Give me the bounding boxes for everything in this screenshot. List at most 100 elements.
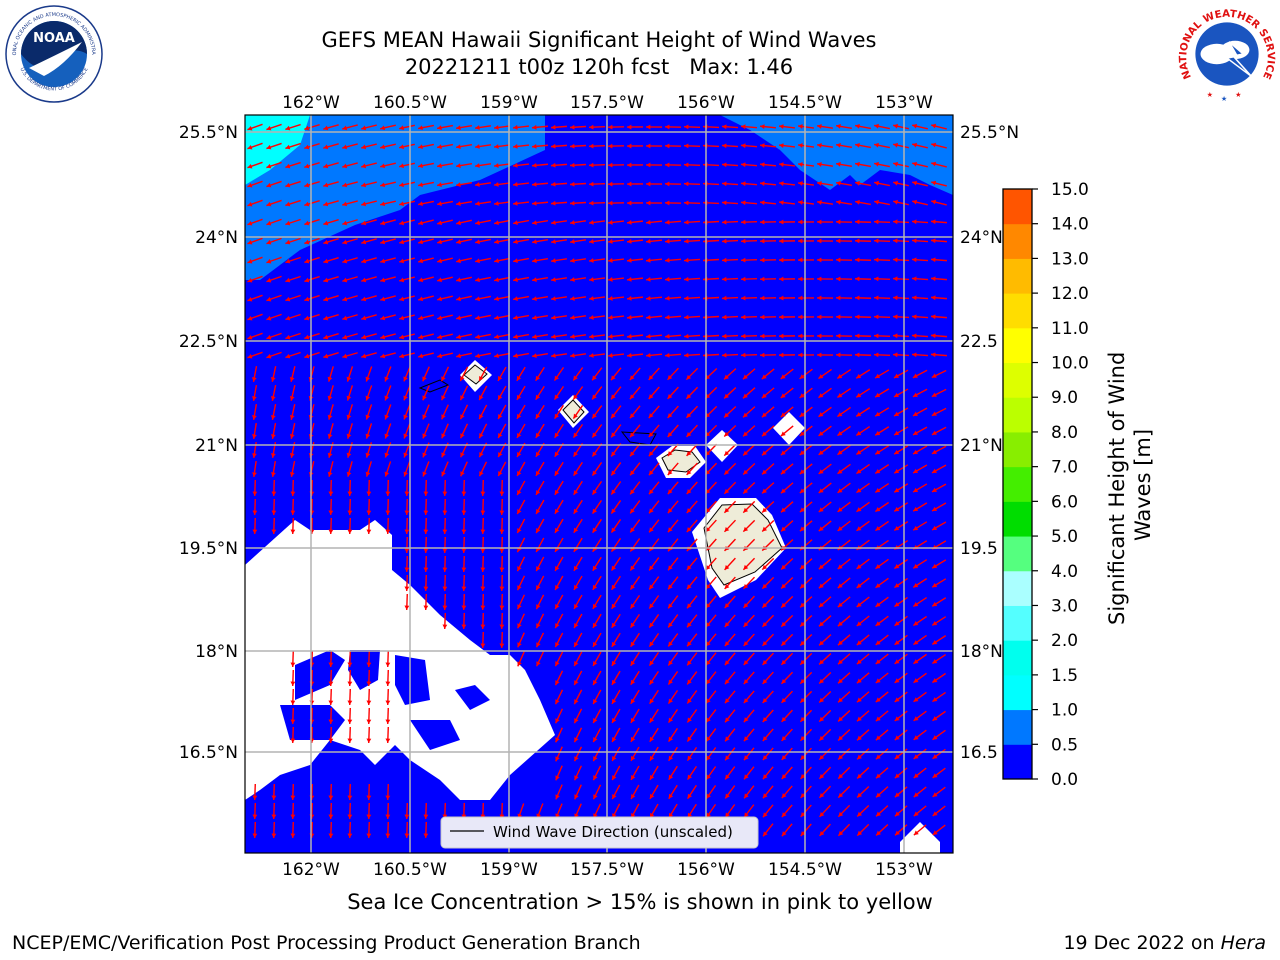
wave-direction-arrow	[816, 295, 834, 301]
wave-direction-arrow	[456, 219, 472, 226]
wave-direction-arrow	[686, 709, 698, 723]
wave-direction-arrow	[837, 672, 851, 684]
wave-direction-arrow	[591, 462, 603, 476]
wave-direction-arrow	[266, 332, 282, 340]
wave-direction-arrow	[930, 333, 948, 339]
lon-tick-label-top: 154.5°W	[768, 93, 842, 113]
wave-direction-arrow	[554, 651, 564, 667]
wave-direction-arrow	[422, 385, 430, 401]
colorbar-tick-label: 3.0	[1051, 596, 1078, 616]
wave-direction-arrow	[366, 517, 372, 535]
wave-direction-arrow	[721, 219, 739, 225]
map-plot-area	[245, 115, 953, 853]
wave-direction-arrow	[912, 615, 928, 627]
wave-direction-arrow	[512, 125, 530, 130]
wave-direction-arrow	[723, 443, 737, 457]
wave-direction-arrow	[588, 353, 606, 358]
wave-direction-arrow	[816, 314, 834, 320]
wave-direction-arrow	[592, 651, 602, 667]
colorbar-tick-label: 7.0	[1051, 458, 1078, 478]
wave-direction-arrow	[535, 556, 545, 572]
wave-direction-arrow	[366, 669, 372, 687]
wave-direction-arrow	[418, 257, 434, 264]
wave-direction-arrow	[854, 238, 872, 244]
wave-direction-arrow	[818, 785, 832, 799]
wave-direction-arrow	[455, 163, 473, 168]
wave-direction-arrow	[667, 519, 679, 533]
wave-direction-arrow	[912, 521, 928, 531]
colorbar-tick-label: 0.0	[1051, 770, 1078, 790]
wave-direction-arrow	[365, 461, 373, 477]
wave-direction-arrow	[797, 219, 815, 225]
wave-direction-arrow	[856, 710, 870, 722]
wave-direction-arrow	[361, 181, 377, 188]
wave-direction-arrow	[705, 803, 717, 819]
wave-direction-arrow	[630, 689, 640, 705]
wave-direction-arrow	[342, 200, 358, 207]
wave-direction-arrow	[478, 461, 488, 477]
wave-direction-arrow	[323, 275, 339, 283]
wave-direction-arrow	[930, 295, 948, 301]
wave-direction-arrow	[686, 671, 698, 685]
colorbar-band	[1003, 431, 1032, 468]
wave-direction-arrow	[892, 314, 910, 320]
wave-direction-arrow	[778, 219, 796, 225]
wave-direction-arrow	[456, 333, 472, 340]
wave-direction-arrow	[328, 517, 334, 535]
wave-direction-arrow	[418, 219, 434, 226]
wave-direction-arrow	[347, 498, 353, 516]
wave-direction-arrow	[931, 426, 947, 436]
wave-direction-arrow	[475, 257, 491, 264]
wave-direction-arrow	[323, 256, 339, 264]
svg-text:★: ★	[1235, 90, 1241, 99]
wave-direction-arrow	[404, 574, 410, 592]
wave-direction-arrow	[380, 200, 396, 207]
wave-direction-arrow	[535, 632, 545, 648]
wave-direction-arrow	[799, 444, 813, 456]
wave-direction-arrow	[365, 404, 373, 420]
wave-direction-arrow	[686, 690, 698, 704]
wave-direction-arrow	[610, 500, 622, 514]
wave-direction-arrow	[366, 783, 372, 801]
wave-direction-arrow	[572, 386, 584, 400]
wave-direction-arrow	[664, 352, 682, 358]
wave-direction-arrow	[683, 181, 701, 187]
wave-direction-arrow	[932, 767, 946, 779]
wave-direction-arrow	[550, 200, 568, 206]
wave-direction-arrow	[913, 691, 927, 703]
wave-direction-arrow	[664, 200, 682, 206]
wave-direction-arrow	[649, 689, 659, 705]
wave-direction-arrow	[835, 143, 853, 149]
wave-direction-arrow	[494, 295, 510, 302]
wave-direction-arrow	[721, 181, 739, 187]
wave-direction-arrow	[667, 557, 679, 571]
wave-direction-arrow	[573, 575, 583, 591]
wave-direction-arrow	[404, 555, 410, 573]
wave-direction-arrow	[837, 558, 851, 570]
wave-direction-arrow	[399, 219, 415, 226]
wave-direction-arrow	[648, 519, 660, 533]
wave-direction-arrow	[266, 351, 282, 359]
wave-direction-arrow	[645, 238, 663, 244]
wave-direction-arrow	[366, 707, 372, 725]
wave-direction-arrow	[346, 385, 354, 401]
wave-direction-arrow	[247, 351, 263, 359]
wave-direction-arrow	[441, 423, 449, 439]
wave-direction-arrow	[856, 691, 870, 703]
wave-direction-arrow	[592, 727, 602, 743]
wave-direction-arrow	[573, 461, 583, 477]
wave-direction-arrow	[437, 333, 453, 340]
wave-direction-arrow	[894, 805, 908, 817]
colorbar-tick-label: 9.0	[1051, 388, 1078, 408]
wave-direction-arrow	[875, 558, 889, 570]
lon-tick-label-bottom: 156°W	[677, 860, 735, 880]
wave-direction-arrow	[252, 517, 258, 535]
wave-direction-arrow	[800, 785, 812, 799]
wave-direction-arrow	[778, 143, 796, 148]
wave-direction-arrow	[592, 746, 602, 762]
wave-direction-arrow	[531, 143, 549, 149]
wave-direction-arrow	[437, 162, 453, 168]
wave-direction-arrow	[516, 366, 526, 382]
wave-direction-arrow	[875, 596, 889, 608]
wave-direction-arrow	[630, 651, 640, 667]
